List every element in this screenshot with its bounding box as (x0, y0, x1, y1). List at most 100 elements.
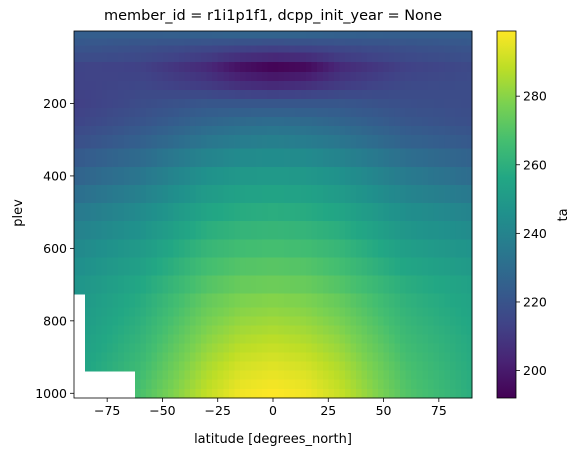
heatmap-cell (339, 325, 346, 336)
heatmap-plot (73, 30, 473, 399)
heatmap-cell (372, 45, 379, 54)
heatmap-cell (123, 316, 130, 326)
heatmap-cell (311, 135, 318, 150)
heatmap-cell (400, 107, 407, 118)
heatmap-cell (151, 89, 158, 100)
heatmap-cell (234, 71, 241, 82)
heatmap-cell (372, 203, 379, 222)
heatmap-cell (267, 135, 274, 150)
heatmap-cell (361, 307, 368, 317)
heatmap-cell (339, 31, 346, 39)
heatmap-cell (322, 275, 329, 295)
heatmap-cell (156, 221, 164, 240)
heatmap-cell (156, 126, 164, 136)
heatmap-cell (333, 61, 340, 73)
heatmap-cell (449, 117, 457, 127)
heatmap-cell (322, 71, 329, 82)
heatmap-cell (184, 31, 191, 39)
heatmap-cell (389, 343, 396, 354)
heatmap-cell (311, 257, 318, 277)
heatmap-cell (333, 361, 340, 372)
heatmap-cell (96, 38, 103, 47)
heatmap-cell (156, 135, 164, 150)
heatmap-cell (245, 257, 252, 277)
heatmap-cell (206, 38, 213, 47)
heatmap-cell (245, 343, 252, 354)
heatmap-cell (438, 325, 445, 336)
heatmap-cell (416, 45, 423, 54)
heatmap-cell (444, 370, 451, 381)
heatmap-cell (306, 325, 313, 336)
heatmap-cell (212, 293, 219, 308)
heatmap-cell (372, 107, 379, 118)
heatmap-cell (300, 126, 307, 136)
heatmap-cell (433, 117, 440, 127)
heatmap-cell (372, 117, 379, 127)
heatmap-cell (173, 388, 180, 399)
heatmap-cell (455, 80, 462, 91)
heatmap-cell (190, 38, 197, 47)
heatmap-cell (184, 89, 191, 100)
heatmap-cell (85, 98, 92, 109)
heatmap-cell (422, 316, 429, 326)
heatmap-cell (162, 275, 169, 295)
heatmap-cell (361, 126, 368, 136)
heatmap-cell (250, 107, 258, 118)
heatmap-cell (145, 98, 152, 109)
heatmap-cell (151, 275, 158, 295)
heatmap-cell (427, 107, 434, 118)
heatmap-cell (355, 325, 363, 336)
heatmap-cell (228, 107, 235, 118)
heatmap-cell (85, 275, 92, 295)
heatmap-cell (372, 184, 379, 204)
heatmap-cell (422, 126, 429, 136)
heatmap-cell (167, 184, 175, 204)
heatmap-cell (239, 45, 246, 54)
heatmap-cell (134, 334, 141, 345)
heatmap-cell (101, 31, 108, 39)
heatmap-cell (101, 148, 108, 168)
heatmap-cell (366, 370, 374, 381)
heatmap-cell (245, 388, 252, 399)
heatmap-cell (383, 379, 390, 390)
heatmap-cell (140, 343, 147, 354)
heatmap-cell (284, 126, 291, 136)
heatmap-cell (416, 148, 423, 168)
heatmap-cell (156, 117, 164, 127)
heatmap-cell (306, 71, 313, 82)
heatmap-cell (361, 52, 368, 63)
heatmap-cell (306, 203, 313, 222)
heatmap-cell (460, 352, 468, 363)
heatmap-cell (372, 361, 379, 372)
heatmap-cell (112, 239, 119, 259)
heatmap-cell (328, 325, 335, 336)
heatmap-cell (167, 89, 175, 100)
heatmap-cell (344, 239, 351, 259)
heatmap-cell (344, 388, 351, 399)
heatmap-cell (284, 307, 291, 317)
heatmap-cell (96, 239, 103, 259)
heatmap-cell (455, 221, 462, 240)
heatmap-cell (145, 135, 152, 150)
heatmap-cell (394, 89, 401, 100)
heatmap-cell (96, 316, 103, 326)
heatmap-cell (234, 239, 241, 259)
heatmap-cell (455, 388, 462, 399)
heatmap-cell (79, 107, 86, 118)
heatmap-cell (344, 203, 351, 222)
heatmap-cell (372, 388, 379, 399)
heatmap-cell (206, 71, 213, 82)
heatmap-cell (79, 61, 86, 73)
heatmap-cell (206, 316, 213, 326)
heatmap-cell (134, 45, 141, 54)
heatmap-cell (333, 71, 340, 82)
heatmap-cell (411, 325, 418, 336)
heatmap-cell (389, 370, 396, 381)
heatmap-cell (328, 275, 335, 295)
heatmap-cell (156, 38, 164, 47)
heatmap-cell (217, 325, 224, 336)
heatmap-cell (167, 257, 175, 277)
heatmap-cell (261, 352, 269, 363)
heatmap-cell (350, 45, 357, 54)
heatmap-cell (96, 307, 103, 317)
